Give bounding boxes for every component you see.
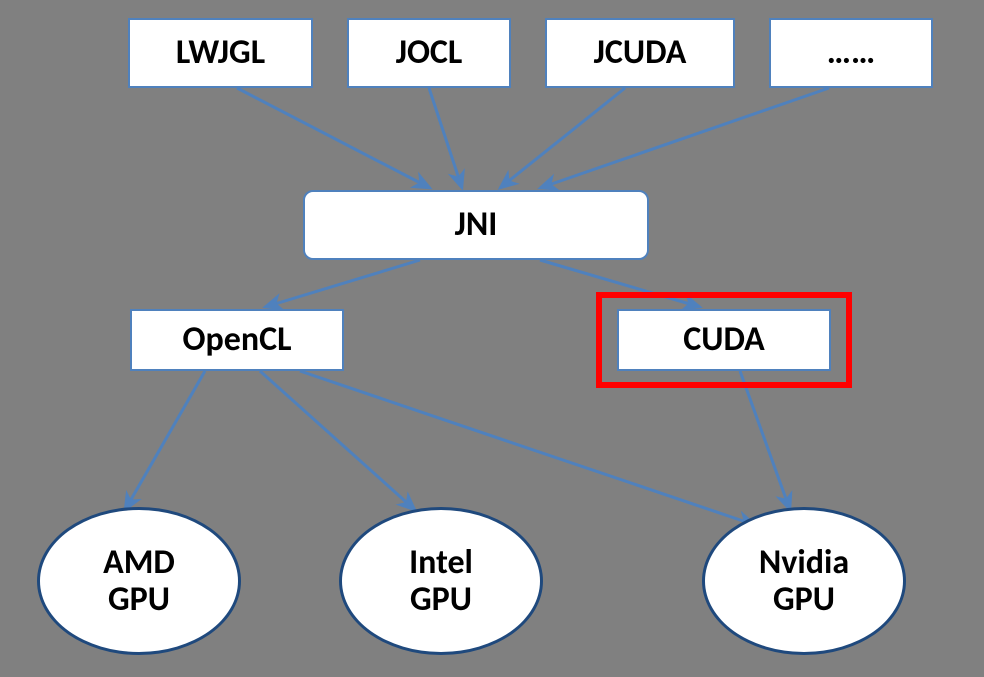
node-more: …… bbox=[769, 18, 933, 88]
node-jcuda: JCUDA bbox=[545, 18, 735, 88]
node-label: LWJGL bbox=[176, 34, 265, 71]
node-jni: JNI bbox=[303, 190, 649, 260]
node-label: JNI bbox=[455, 206, 498, 243]
highlight-cuda bbox=[596, 292, 852, 388]
node-label: …… bbox=[827, 34, 875, 71]
node-nvidia: NvidiaGPU bbox=[702, 507, 906, 655]
node-label: JCUDA bbox=[594, 34, 687, 71]
node-label: NvidiaGPU bbox=[759, 544, 849, 619]
node-label: IntelGPU bbox=[409, 544, 473, 619]
node-amd: AMDGPU bbox=[37, 507, 241, 655]
node-jocl: JOCL bbox=[347, 18, 511, 88]
node-opencl: OpenCL bbox=[130, 309, 344, 371]
node-label: AMDGPU bbox=[103, 544, 175, 619]
node-label: JOCL bbox=[396, 34, 463, 71]
node-intel: IntelGPU bbox=[339, 507, 543, 655]
node-lwjgl: LWJGL bbox=[128, 18, 313, 88]
diagram-canvas: LWJGL JOCL JCUDA …… JNI OpenCL CUDA AMDG… bbox=[0, 0, 984, 677]
node-label: OpenCL bbox=[183, 321, 292, 358]
